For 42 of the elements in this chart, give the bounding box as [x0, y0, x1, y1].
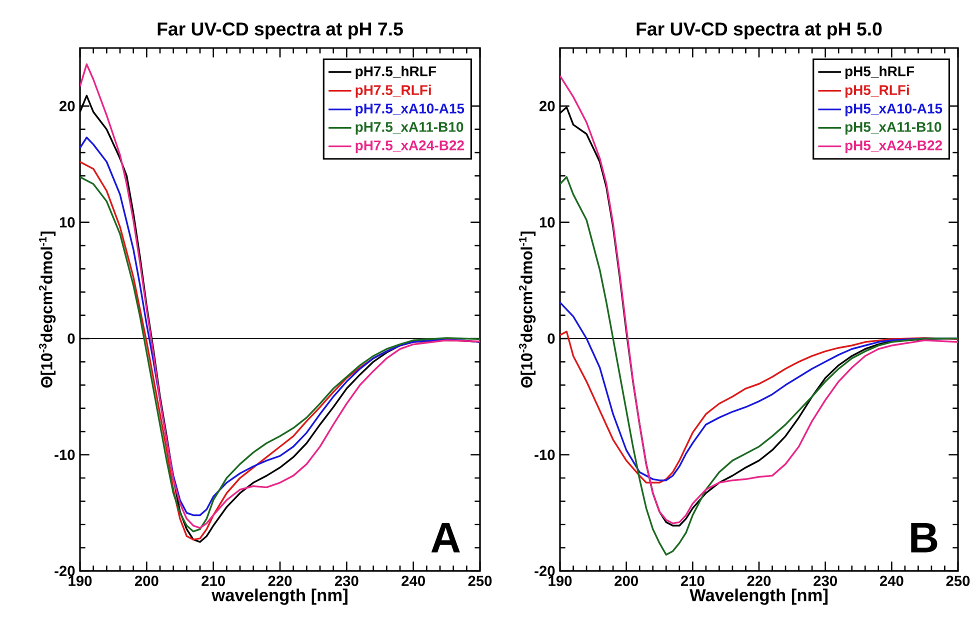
x-tick-label: 240 [402, 576, 425, 586]
y-tick-label: 20 [59, 100, 75, 112]
y-tick-label: 0 [68, 333, 75, 344]
annotation: A [431, 523, 460, 552]
x-tick-label: 220 [268, 576, 292, 586]
legend-label: pH5_xA10-A15 [845, 104, 942, 116]
y-tick-label: 10 [60, 217, 75, 228]
chart-title: Far UV-CD spectra at pH 7.5 [158, 22, 403, 40]
y-tick-label: 20 [539, 100, 555, 112]
x-tick-label: 190 [68, 576, 92, 586]
x-axis-title: wavelength [nm] [212, 588, 348, 605]
y-axis-title: Θ[10$^{-3}$degcm$^{2}$dmol$^{-1}$] [38, 232, 56, 388]
y-axis-title: Θ[10$^{-3}$degcm$^{2}$dmol$^{-1}$] [518, 232, 536, 388]
y-tick-label: -10 [534, 450, 555, 460]
x-tick-label: 220 [747, 576, 771, 586]
x-tick-label: 240 [880, 576, 904, 586]
legend-label: pH7.5_xA10-A15 [356, 104, 464, 116]
x-tick-label: 250 [468, 576, 492, 586]
x-tick-label: 200 [614, 576, 638, 586]
y-tick-label: -20 [534, 566, 555, 576]
x-tick-label: 230 [334, 576, 358, 586]
legend-label: pH5_xA24-B22 [845, 140, 942, 154]
legend-label: pH5_RLFi [845, 84, 909, 98]
x-tick-label: 250 [946, 576, 970, 586]
x-tick-label: 200 [134, 576, 158, 586]
legend-label: pH7.5_xA24-B22 [356, 140, 464, 154]
x-axis-title: Wavelength [nm] [690, 588, 828, 605]
x-tick-label: 230 [814, 576, 837, 586]
x-tick-label: 210 [202, 576, 225, 586]
x-tick-label: 210 [680, 576, 704, 586]
legend-label: pH5_hRLF [845, 66, 914, 79]
annotation: B [911, 523, 938, 552]
legend-label: pH5_xA11-B10 [845, 122, 942, 135]
x-tick-label: 190 [548, 576, 572, 586]
legend-label: pH7.5_hRLF [356, 66, 436, 79]
y-tick-label: 10 [540, 217, 555, 228]
y-tick-label: -10 [54, 450, 75, 460]
legend-label: pH7.5_xA11-B10 [356, 122, 464, 135]
y-tick-label: -20 [54, 566, 75, 576]
chart-title: Far UV-CD spectra at pH 5.0 [636, 22, 882, 40]
y-tick-label: 0 [548, 333, 555, 344]
legend-label: pH7.5_RLFi [356, 84, 431, 98]
